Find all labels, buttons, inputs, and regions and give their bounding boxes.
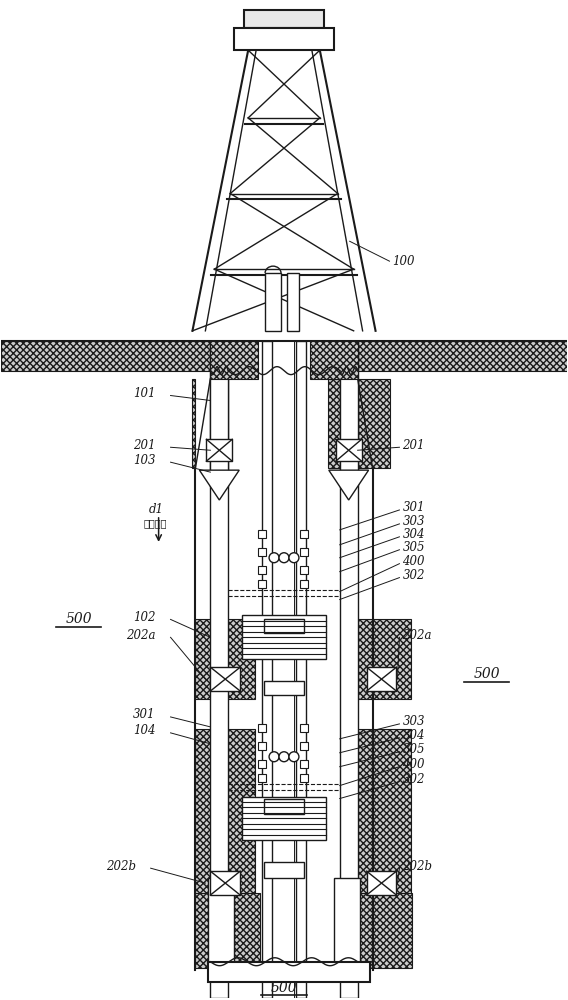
Bar xyxy=(242,797,326,840)
Bar xyxy=(300,742,308,750)
Text: 102: 102 xyxy=(133,611,156,624)
Bar xyxy=(234,28,334,50)
Text: 101: 101 xyxy=(133,387,156,400)
Bar xyxy=(348,893,412,968)
Text: d1: d1 xyxy=(149,503,164,516)
Bar xyxy=(300,566,308,574)
Circle shape xyxy=(279,553,289,563)
Bar xyxy=(208,878,234,978)
Bar xyxy=(366,871,396,895)
Bar xyxy=(262,341,272,998)
Bar xyxy=(210,341,228,998)
Bar xyxy=(258,566,266,574)
Bar xyxy=(258,742,266,750)
Bar xyxy=(210,379,228,474)
Bar xyxy=(210,667,240,691)
Bar xyxy=(300,724,308,732)
Bar xyxy=(358,341,567,371)
Bar xyxy=(258,760,266,768)
Bar xyxy=(258,774,266,782)
Bar xyxy=(300,760,308,768)
Text: 202a: 202a xyxy=(126,629,156,642)
Text: 201: 201 xyxy=(133,439,156,452)
Bar xyxy=(210,341,258,379)
Bar xyxy=(193,379,195,468)
Circle shape xyxy=(269,553,279,563)
Bar xyxy=(244,10,324,28)
Bar xyxy=(300,774,308,782)
Bar xyxy=(352,619,411,699)
Bar xyxy=(195,893,260,968)
Bar xyxy=(328,379,390,468)
Text: 500: 500 xyxy=(271,981,297,995)
Text: 103: 103 xyxy=(133,454,156,467)
Text: 305: 305 xyxy=(402,541,425,554)
Text: 400: 400 xyxy=(402,555,425,568)
Bar xyxy=(287,273,299,331)
Polygon shape xyxy=(199,470,239,500)
Bar xyxy=(296,341,306,998)
Bar xyxy=(334,878,360,978)
Bar xyxy=(310,341,358,379)
Text: 305: 305 xyxy=(402,743,425,756)
Text: 202b: 202b xyxy=(402,860,432,873)
Text: 400: 400 xyxy=(402,758,425,771)
Circle shape xyxy=(289,752,299,762)
Circle shape xyxy=(279,752,289,762)
Text: 302: 302 xyxy=(402,773,425,786)
Text: （向下）: （向下） xyxy=(144,519,167,528)
Bar xyxy=(206,439,232,461)
Text: 500: 500 xyxy=(66,612,93,626)
Circle shape xyxy=(269,752,279,762)
Bar xyxy=(264,681,304,695)
Text: 104: 104 xyxy=(133,724,156,737)
Circle shape xyxy=(289,553,299,563)
Bar xyxy=(1,341,210,371)
Bar xyxy=(265,273,281,331)
Text: 303: 303 xyxy=(402,715,425,728)
Text: 303: 303 xyxy=(402,515,425,528)
Bar xyxy=(258,548,266,556)
Bar xyxy=(300,530,308,538)
Bar xyxy=(340,341,358,998)
Bar xyxy=(242,615,326,659)
Bar xyxy=(264,862,304,878)
Bar xyxy=(210,871,240,895)
Bar xyxy=(264,619,304,633)
Bar xyxy=(258,530,266,538)
Bar xyxy=(258,580,266,588)
Text: 304: 304 xyxy=(402,528,425,541)
Text: 304: 304 xyxy=(402,729,425,742)
Text: 301: 301 xyxy=(133,708,156,721)
Bar xyxy=(208,962,370,982)
Text: 302: 302 xyxy=(402,569,425,582)
Polygon shape xyxy=(329,470,369,500)
Bar xyxy=(264,799,304,814)
Text: 500: 500 xyxy=(474,667,500,681)
Text: 301: 301 xyxy=(402,501,425,514)
Text: 201: 201 xyxy=(402,439,425,452)
Bar xyxy=(366,667,396,691)
Text: 202a: 202a xyxy=(402,629,432,642)
Bar xyxy=(336,439,362,461)
Bar xyxy=(195,619,255,699)
Bar xyxy=(195,729,255,928)
Text: 202b: 202b xyxy=(106,860,136,873)
Bar xyxy=(352,729,411,928)
Bar xyxy=(300,580,308,588)
Bar xyxy=(300,548,308,556)
Bar xyxy=(258,724,266,732)
Text: 100: 100 xyxy=(392,255,415,268)
Bar xyxy=(340,379,358,474)
